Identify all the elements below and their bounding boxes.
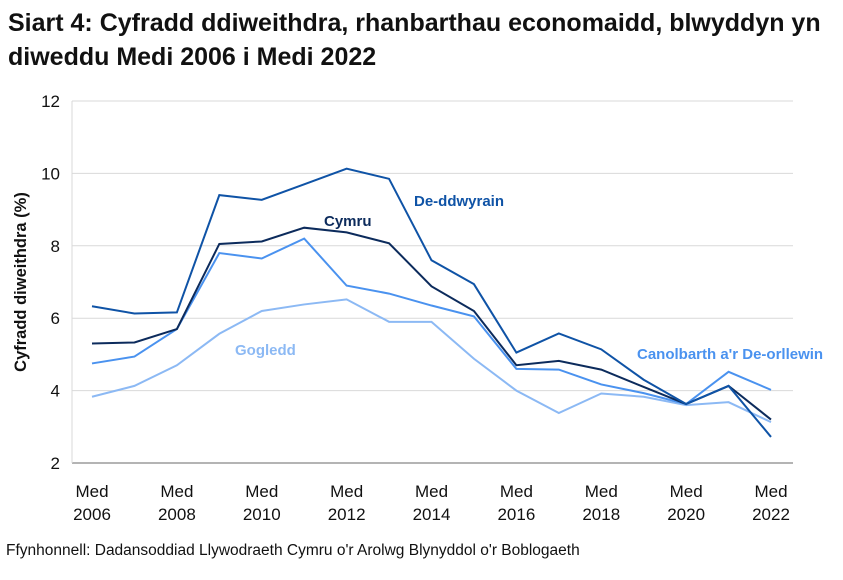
y-axis-label: Cyfradd diweithdra (%) <box>12 192 30 372</box>
x-tick-label-line1: Med <box>585 482 618 501</box>
series-label: Canolbarth a'r De-orllewin <box>637 346 823 363</box>
x-tick-label-line1: Med <box>500 482 533 501</box>
x-tick-label-line1: Med <box>75 482 108 501</box>
y-tick-label: 10 <box>41 164 60 183</box>
x-tick-label-line2: 2016 <box>497 505 535 524</box>
series-label: De-ddwyrain <box>414 193 504 210</box>
x-tick-label-line1: Med <box>754 482 787 501</box>
series-line-cymru <box>91 226 772 421</box>
y-tick-label: 12 <box>41 92 60 111</box>
series-line-canolbarth-a-r-de-orllewin <box>91 237 772 406</box>
x-tick-label-line2: 2014 <box>413 505 451 524</box>
y-tick-label: 2 <box>51 454 60 473</box>
x-tick-label-line2: 2022 <box>752 505 790 524</box>
x-tick-label-line2: 2010 <box>243 505 281 524</box>
x-tick-label-line1: Med <box>415 482 448 501</box>
series-label: Cymru <box>324 213 372 230</box>
y-tick-label: 8 <box>51 237 60 256</box>
series-labels: Gogledd Canolbarth a'r De-orllewin Cymru De… <box>235 193 823 363</box>
x-tick-label-line2: 2012 <box>328 505 366 524</box>
chart-title: Siart 4: Cyfradd ddiweithdra, rhanbartha… <box>8 9 821 71</box>
gridlines <box>71 100 793 464</box>
source-note: Ffynhonnell: Dadansoddiad Llywodraeth Cy… <box>6 542 580 559</box>
x-tick-label-line1: Med <box>670 482 703 501</box>
x-tick-label-line1: Med <box>330 482 363 501</box>
series-label: Gogledd <box>235 342 296 359</box>
series-lines <box>91 167 772 438</box>
x-tick-labels: Med 2006 Med 2008 Med 2010 Med 2012 Med 2014 Med 20… <box>73 482 790 524</box>
x-tick-label-line2: 2020 <box>667 505 705 524</box>
series-line-gogledd <box>91 298 772 423</box>
x-tick-label-line2: 2008 <box>158 505 196 524</box>
y-tick-label: 4 <box>51 382 60 401</box>
y-tick-label: 6 <box>51 309 60 328</box>
x-tick-label-line1: Med <box>245 482 278 501</box>
x-tick-label-line1: Med <box>160 482 193 501</box>
x-tick-label-line2: 2006 <box>73 505 111 524</box>
series-line-de-ddwyrain <box>91 167 772 438</box>
x-tick-label-line2: 2018 <box>582 505 620 524</box>
y-tick-labels: 2 4 6 8 10 12 <box>41 92 60 473</box>
